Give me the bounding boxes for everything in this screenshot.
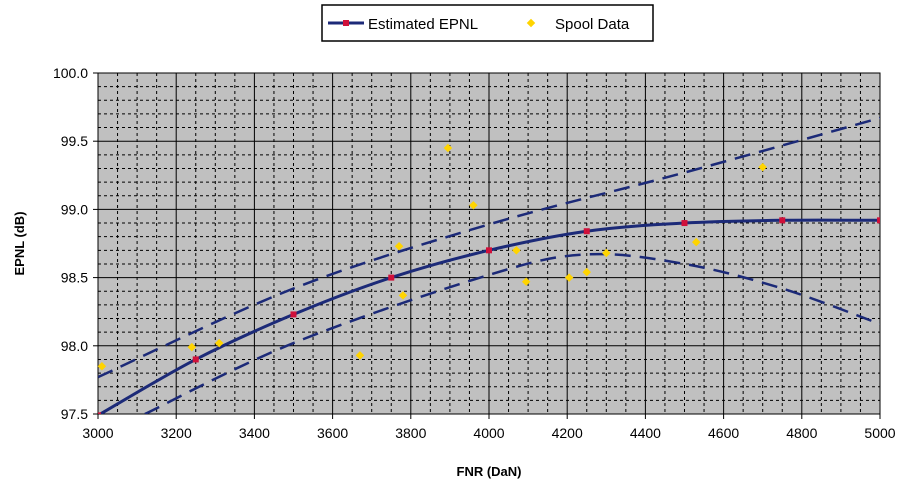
x-tick-label: 3800 [395, 425, 426, 441]
legend-label-estimated: Estimated EPNL [368, 16, 478, 33]
spool-data-point [97, 362, 107, 371]
estimated-epnl-marker [98, 412, 101, 414]
spool-data-point [355, 351, 365, 360]
estimated-epnl-marker [192, 356, 199, 363]
x-tick-label: 5000 [864, 425, 895, 441]
dashed-bound-line [144, 252, 880, 414]
legend-box [321, 4, 654, 42]
spool-data-point [187, 342, 197, 352]
y-tick-label: 98.0 [61, 338, 88, 354]
legend: Estimated EPNL Spool Data [321, 4, 654, 42]
spool-data-point [521, 277, 531, 286]
x-axis-title: FNR (DaN) [457, 464, 522, 479]
spool-data-point [582, 267, 591, 277]
y-axis-title: EPNL (dB) [12, 211, 27, 275]
y-tick-label: 100.0 [53, 65, 88, 81]
x-tick-label: 3600 [317, 425, 348, 441]
legend-line-marker [343, 20, 349, 26]
y-tick-label: 99.5 [61, 133, 88, 149]
major-gridlines [98, 73, 880, 414]
y-tick-label: 97.5 [61, 406, 88, 422]
x-tick-label: 4200 [552, 425, 583, 441]
estimated-epnl-marker [486, 247, 492, 254]
x-tick-label: 3400 [239, 425, 270, 441]
estimated-epnl-series [98, 217, 880, 414]
estimated-epnl-line [98, 218, 880, 414]
estimated-epnl-marker [877, 217, 880, 224]
y-tick-label: 98.5 [61, 270, 88, 286]
y-axis-ticks: 100.0 99.5 99.0 98.5 98.0 97.5 [53, 65, 98, 422]
spool-data-point [443, 143, 453, 153]
x-tick-label: 4400 [630, 425, 661, 441]
estimated-epnl-marker [779, 217, 786, 224]
x-axis-ticks: 3000 3200 3400 3600 3800 4000 4200 4400 4600 4800… [82, 414, 896, 441]
dashed-bounds [98, 116, 880, 414]
y-tick-label: 99.0 [61, 201, 88, 217]
spool-data-point [214, 338, 224, 348]
x-tick-label: 4000 [473, 425, 504, 441]
spool-data-series [97, 143, 767, 371]
x-tick-label: 3000 [82, 425, 113, 441]
estimated-epnl-marker [290, 311, 297, 318]
legend-label-spool: Spool Data [555, 16, 630, 33]
spool-data-point [469, 201, 478, 210]
x-tick-label: 4800 [786, 425, 817, 441]
x-tick-label: 3200 [161, 425, 192, 441]
estimated-epnl-marker [583, 228, 590, 235]
estimated-epnl-marker [388, 274, 395, 281]
x-tick-label: 4600 [708, 425, 739, 441]
estimated-epnl-marker [681, 220, 688, 227]
spool-data-point [398, 291, 408, 300]
spool-data-point [394, 241, 404, 251]
spool-data-point [564, 273, 574, 282]
